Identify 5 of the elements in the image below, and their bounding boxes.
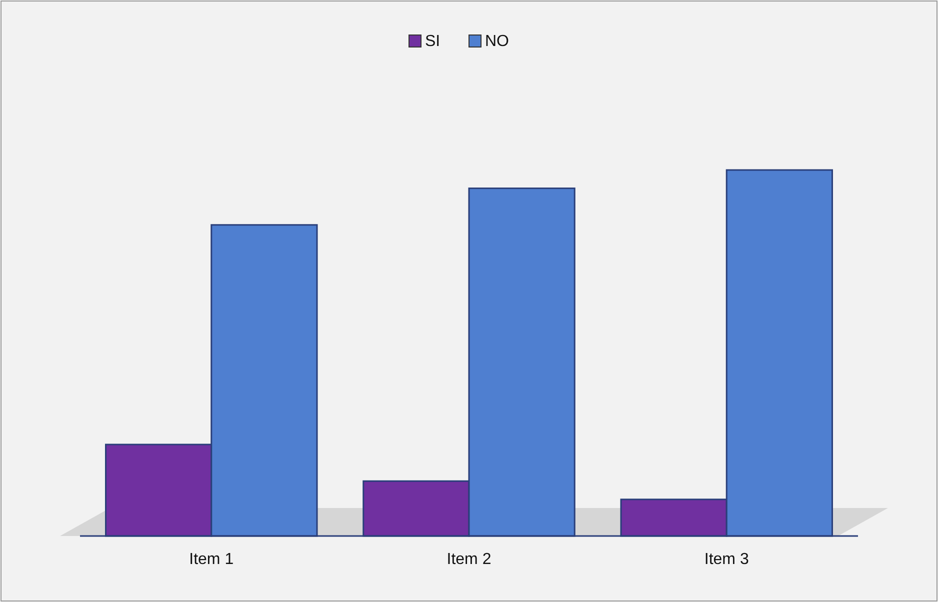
x-tick-label: Item 2 xyxy=(446,551,492,568)
x-tick-label: Item 1 xyxy=(189,551,234,568)
legend-label: NO xyxy=(485,33,509,50)
x-tick-label: Item 3 xyxy=(704,551,749,568)
legend-label: SI xyxy=(425,33,440,50)
